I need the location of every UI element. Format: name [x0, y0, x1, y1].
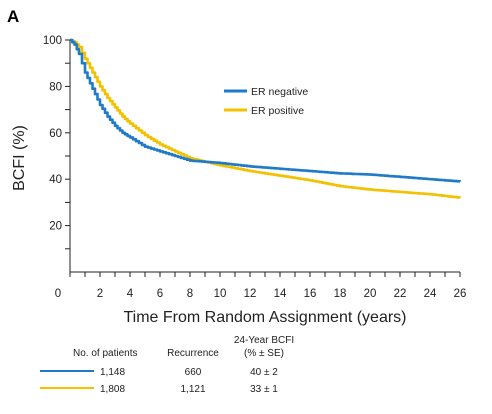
table-row-2-recurrence: 1,121 [180, 384, 205, 395]
y-tick-label: 20 [49, 221, 62, 233]
y-tick-label: 60 [49, 128, 62, 140]
x-tick-label: 22 [394, 288, 407, 300]
x-tick-label: 2 [97, 288, 103, 300]
table-row-1-patients: 1,148 [100, 367, 125, 378]
table-header-top: 24-Year BCFI [234, 335, 294, 346]
x-tick-label: 10 [214, 288, 227, 300]
x-axis-title: Time From Random Assignment (years) [123, 309, 406, 326]
x-tick-label: 14 [274, 288, 287, 300]
x-tick-label: 16 [304, 288, 317, 300]
legend-label-er-positive: ER positive [251, 105, 304, 117]
legend-label-er-negative: ER negative [251, 86, 308, 98]
x-tick-label: 8 [187, 288, 193, 300]
x-tick-label: 20 [364, 288, 377, 300]
table-col-bcfi: (% ± SE) [244, 348, 284, 359]
table-row-2-patients: 1,808 [100, 384, 125, 395]
table-row-1-recurrence: 660 [185, 367, 202, 378]
y-axis-ticks: 20 40 60 80 100 [43, 35, 70, 250]
x-tick-label: 4 [127, 288, 134, 300]
table-col-recurrence: Recurrence [167, 348, 219, 359]
series-lines [70, 38, 462, 199]
y-tick-label: 100 [43, 35, 62, 47]
y-tick-label: 80 [49, 81, 62, 93]
x-tick-label: 6 [157, 288, 163, 300]
x-tick-label: 24 [424, 288, 437, 300]
table-row-1-bcfi: 40 ± 2 [250, 367, 278, 378]
x-tick-label: 26 [454, 288, 467, 300]
x-tick-label: 0 [55, 288, 61, 300]
x-tick-label: 12 [244, 288, 257, 300]
table-col-patients: No. of patients [73, 348, 137, 359]
x-tick-label: 18 [334, 288, 347, 300]
legend: ER negative ER positive [224, 86, 308, 117]
y-axis-title: BCFI (%) [11, 125, 28, 191]
panel-label: A [7, 7, 19, 26]
y-tick-label: 40 [49, 174, 62, 186]
series-line-er-negative [70, 38, 462, 183]
patient-table: 24-Year BCFI No. of patients Recurrence … [40, 335, 294, 395]
series-line-er-positive [70, 38, 462, 199]
table-row-2-bcfi: 33 ± 1 [250, 384, 278, 395]
x-axis-ticks: 0 2 4 6 8 10 12 14 16 18 20 22 24 26 [55, 272, 467, 300]
